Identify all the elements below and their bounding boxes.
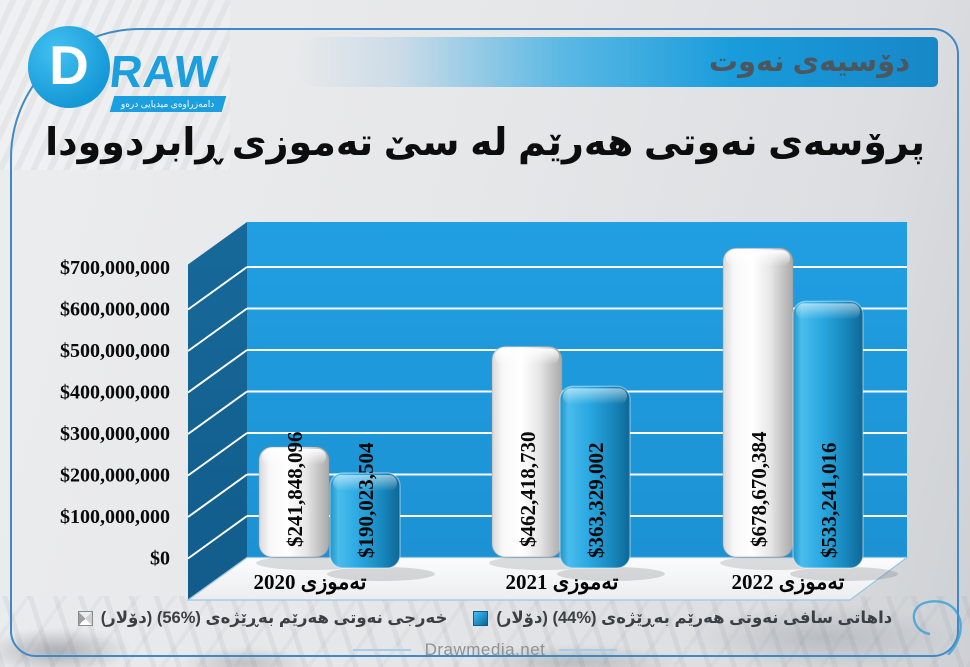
bar-top-highlight — [262, 448, 326, 465]
footer-divider-line — [559, 649, 618, 651]
blue-swirl-decoration — [912, 600, 962, 655]
footer-divider-line — [352, 649, 411, 651]
draw-logo-letter: D — [49, 33, 89, 96]
bar-shadow — [327, 567, 435, 581]
category-label: تەموزی 2021 — [505, 570, 618, 595]
plot-side-wall — [188, 222, 247, 600]
bar-value-label: $462,418,730 — [516, 432, 540, 548]
category-label: تەموزی 2020 — [253, 570, 366, 595]
category-label: تەموزی 2022 — [731, 570, 844, 595]
bar-white-0 — [258, 446, 330, 558]
background-photo-fragment — [180, 648, 310, 667]
y-tick-label: $200,000,000 — [60, 465, 170, 487]
bar-blue-0 — [329, 472, 401, 569]
bar-blue-1 — [559, 385, 631, 569]
bar-top-highlight — [563, 388, 627, 405]
y-tick-label: $400,000,000 — [60, 382, 170, 404]
gridline-side — [187, 307, 248, 352]
gridline-side — [187, 515, 248, 560]
draw-logo-tagline: دامەزراوەی میدیایی درەو — [121, 98, 215, 109]
y-tick-label: $0 — [150, 548, 170, 570]
bar-blue-2 — [792, 300, 864, 569]
bar-value-label: $678,670,384 — [747, 431, 771, 547]
bar-shadow — [790, 567, 898, 581]
draw-logo-wordmark: RAW — [107, 46, 221, 97]
gridline-side — [187, 473, 248, 518]
y-tick-label: $300,000,000 — [60, 423, 170, 445]
legend-label-expenses: خەرجی نەوتی هەرێم بەڕێژەی (%56) (دۆلار) — [100, 609, 448, 627]
topic-banner: دۆسیەی نەوت — [295, 37, 938, 87]
bar-value-label: $533,241,016 — [817, 443, 841, 559]
background-photo-fragment — [0, 628, 132, 667]
white-square-legend-marker-icon — [77, 610, 93, 626]
topic-banner-label: دۆسیەی نەوت — [708, 46, 910, 78]
bar-value-label: $190,023,504 — [354, 442, 378, 558]
bar-top-highlight — [726, 250, 790, 267]
chart-legend: خەرجی نەوتی هەرێم بەڕێژەی (%56) (دۆلار) … — [28, 608, 942, 628]
y-tick-label: $600,000,000 — [60, 299, 170, 321]
bar-top-highlight — [495, 348, 559, 365]
draw-logo-circle: D — [28, 26, 110, 108]
draw-logo-ribbon: دامەزراوەی میدیایی درەو — [109, 96, 227, 112]
gridline-side — [187, 349, 248, 394]
y-tick-label: $500,000,000 — [60, 340, 170, 362]
blue-square-legend-marker-icon — [473, 610, 489, 626]
bar-top-highlight — [333, 474, 397, 491]
bar-top-highlight — [796, 303, 860, 320]
bar-value-label: $363,329,002 — [584, 443, 608, 559]
bar-shadow — [557, 567, 665, 581]
y-tick-label: $700,000,000 — [60, 257, 170, 279]
draw-logo: D RAW دامەزراوەی میدیایی درەو — [22, 20, 292, 115]
plot-floor — [185, 556, 909, 601]
gridline-side — [187, 266, 248, 311]
bar-value-label: $241,848,096 — [283, 432, 307, 548]
gridline-side — [187, 432, 248, 477]
legend-item-expenses: خەرجی نەوتی هەرێم بەڕێژەی (%56) (دۆلار) — [77, 608, 448, 628]
legend-label-net-revenue: داهاتی سافی نەوتی هەرێم بەڕێژەی (%44) (د… — [496, 609, 893, 627]
footer-site-name: Drawmedia.net — [424, 640, 546, 659]
page-title: پرۆسەی نەوتی هەرێم لە سێ تەموزی ڕابردوود… — [45, 122, 925, 164]
gridline-side — [187, 390, 248, 435]
legend-item-net-revenue: داهاتی سافی نەوتی هەرێم بەڕێژەی (%44) (د… — [473, 608, 892, 628]
y-tick-label: $100,000,000 — [60, 506, 170, 528]
footer: Drawmedia.net — [0, 640, 970, 660]
